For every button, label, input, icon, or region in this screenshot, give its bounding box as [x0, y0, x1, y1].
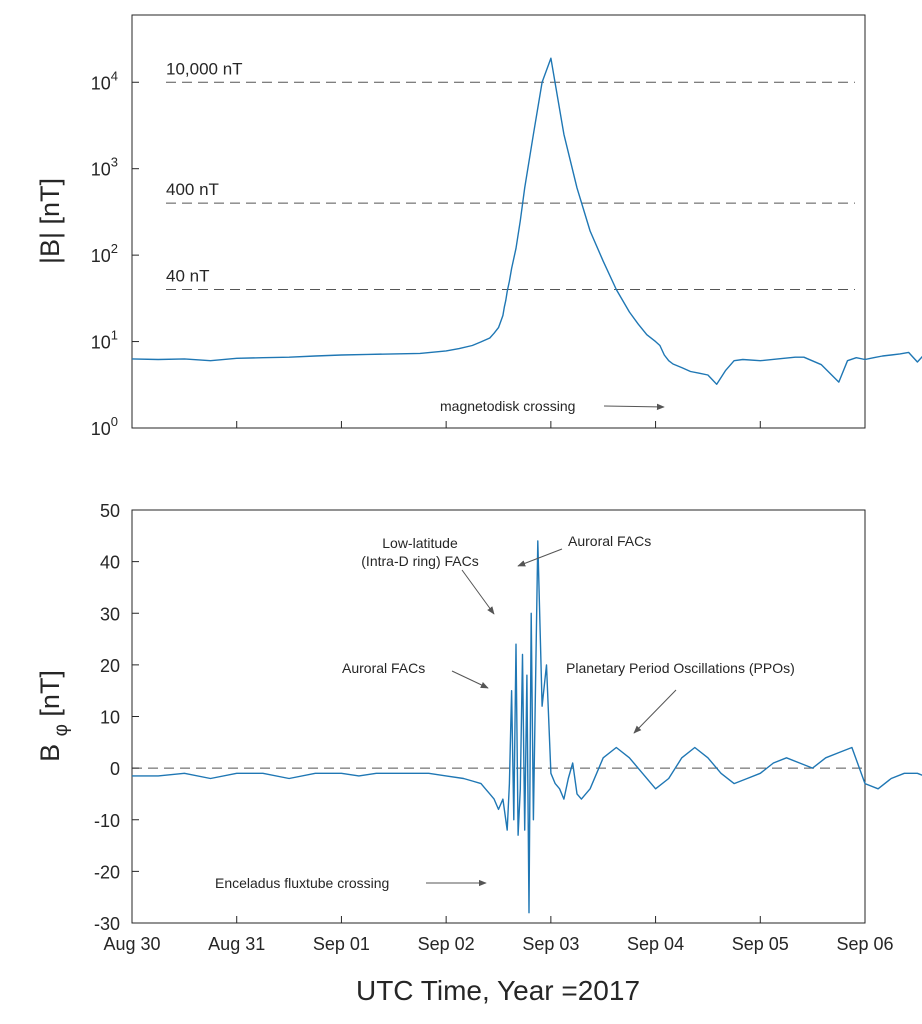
top-y-tick-label: 101: [91, 328, 118, 353]
bphi-series-line: [132, 540, 922, 914]
top-y-axis-title: |B| [nT]: [35, 178, 65, 264]
reference-line-label: 10,000 nT: [166, 59, 243, 78]
top-y-tick-label: 104: [91, 68, 118, 93]
ppo-annotation: Planetary Period Oscillations (PPOs): [566, 660, 795, 734]
auroral-facs-peak-arrow: [517, 548, 563, 567]
magnetodisk-label: magnetodisk crossing: [440, 398, 575, 414]
bottom-y-tick-label: 50: [100, 501, 120, 521]
x-tick-label: Sep 02: [418, 934, 475, 954]
bottom-y-tick-label: 30: [100, 604, 120, 624]
ppo-arrow: [633, 689, 677, 734]
bphi-ylabel-text: B φ [nT]: [35, 670, 72, 762]
x-tick-label: Aug 31: [208, 934, 265, 954]
x-tick-label: Sep 03: [522, 934, 579, 954]
top-y-tick-label: 102: [91, 241, 118, 266]
top-y-tick-label: 103: [91, 155, 118, 180]
top-plot-frame: [131, 14, 866, 429]
magnetodisk-arrow: [603, 403, 665, 411]
x-tick-label: Sep 04: [627, 934, 684, 954]
auroral-facs-peak-label: Auroral FACs: [568, 533, 651, 549]
low-latitude-arrow: [461, 569, 495, 615]
bottom-y-tick-label: 0: [110, 759, 120, 779]
magnitude-series-line: [131, 57, 922, 385]
enceladus-label: Enceladus fluxtube crossing: [215, 875, 389, 891]
auroral-facs-spike-annotation: Auroral FACs: [342, 660, 489, 689]
magnitude-panel: 10,000 nT 400 nT 40 nT 100 101 102 103 104 mag…: [35, 14, 922, 439]
low-latitude-annotation: Low-latitude (Intra-D ring) FACs: [361, 535, 495, 615]
bottom-y-ticks: 50 40 30 20 10 0 -10 -20 -30: [94, 501, 139, 934]
bottom-y-axis-title: B φ [nT]: [35, 670, 72, 762]
magnetodisk-annotation: magnetodisk crossing: [440, 398, 665, 414]
top-y-tick-label: 100: [91, 414, 118, 439]
bottom-y-tick-label: 40: [100, 553, 120, 573]
bottom-y-tick-label: -20: [94, 862, 120, 882]
bottom-y-tick-label: -10: [94, 811, 120, 831]
reference-line-label: 400 nT: [166, 180, 219, 199]
low-latitude-label-line2: (Intra-D ring) FACs: [361, 553, 478, 569]
low-latitude-label-line1: Low-latitude: [382, 535, 458, 551]
x-tick-label: Sep 05: [732, 934, 789, 954]
bphi-panel: 50 40 30 20 10 0 -10 -20 -30 Aug 30 Aug 31 Sep 01 S…: [35, 501, 922, 954]
auroral-facs-peak-annotation: Auroral FACs: [517, 533, 651, 567]
bottom-y-tick-label: 10: [100, 708, 120, 728]
bottom-x-ticks: Aug 30 Aug 31 Sep 01 Sep 02 Sep 03 Sep 04 Sep …: [103, 916, 894, 954]
bottom-y-tick-label: -30: [94, 914, 120, 934]
bottom-plot-frame: [131, 509, 866, 924]
x-tick-label: Sep 01: [313, 934, 370, 954]
auroral-facs-spike-label: Auroral FACs: [342, 660, 425, 676]
top-x-ticks: [131, 421, 866, 428]
reference-line-label: 40 nT: [166, 267, 209, 286]
x-axis-title: UTC Time, Year =2017: [356, 975, 640, 1006]
ppo-label: Planetary Period Oscillations (PPOs): [566, 660, 795, 676]
enceladus-annotation: Enceladus fluxtube crossing: [215, 875, 487, 891]
bottom-y-tick-label: 20: [100, 656, 120, 676]
x-tick-label: Aug 30: [103, 934, 160, 954]
auroral-facs-spike-arrow: [451, 670, 489, 689]
top-reference-lines: 10,000 nT 400 nT 40 nT: [166, 59, 855, 291]
x-tick-label: Sep 06: [836, 934, 893, 954]
